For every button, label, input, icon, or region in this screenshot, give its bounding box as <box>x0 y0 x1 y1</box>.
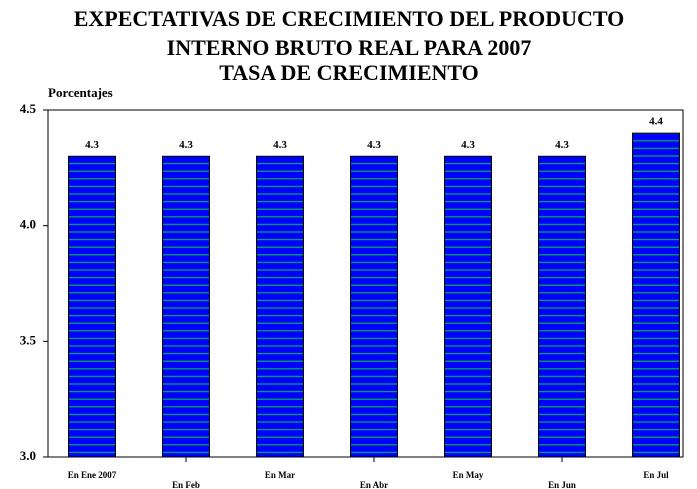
chart-title: EXPECTATIVAS DE CRECIMIENTO DEL PRODUCTO <box>74 6 625 31</box>
chart-title: TASA DE CRECIMIENTO <box>219 60 479 85</box>
value-label: 4.3 <box>179 139 193 151</box>
value-label: 4.3 <box>367 139 381 151</box>
y-tick-label: 4.0 <box>20 217 36 232</box>
x-tick-label: En Jun <box>548 480 576 489</box>
chart-title: INTERNO BRUTO REAL PARA 2007 <box>167 35 532 60</box>
bar <box>68 155 116 458</box>
y-axis-label: Porcentajes <box>48 85 113 100</box>
bar <box>162 155 210 458</box>
value-label: 4.3 <box>85 139 99 151</box>
y-tick-label: 3.5 <box>20 332 37 347</box>
x-tick-label: En Ene 2007 <box>68 470 117 480</box>
y-tick-label: 4.5 <box>20 101 37 116</box>
x-tick-label: En Jul <box>643 470 669 480</box>
x-tick-label: En Mar <box>265 470 295 480</box>
value-label: 4.3 <box>461 139 475 151</box>
bar <box>350 155 398 458</box>
x-tick-label: En Abr <box>360 480 388 489</box>
y-tick-label: 3.0 <box>20 448 36 463</box>
x-tick-label: En May <box>453 470 484 480</box>
value-label: 4.4 <box>649 116 663 128</box>
bar <box>538 155 586 458</box>
x-tick-label: En Feb <box>172 480 200 489</box>
bar <box>444 155 492 458</box>
bar <box>256 155 304 458</box>
bar <box>632 132 680 458</box>
value-label: 4.3 <box>273 139 287 151</box>
value-label: 4.3 <box>555 139 569 151</box>
